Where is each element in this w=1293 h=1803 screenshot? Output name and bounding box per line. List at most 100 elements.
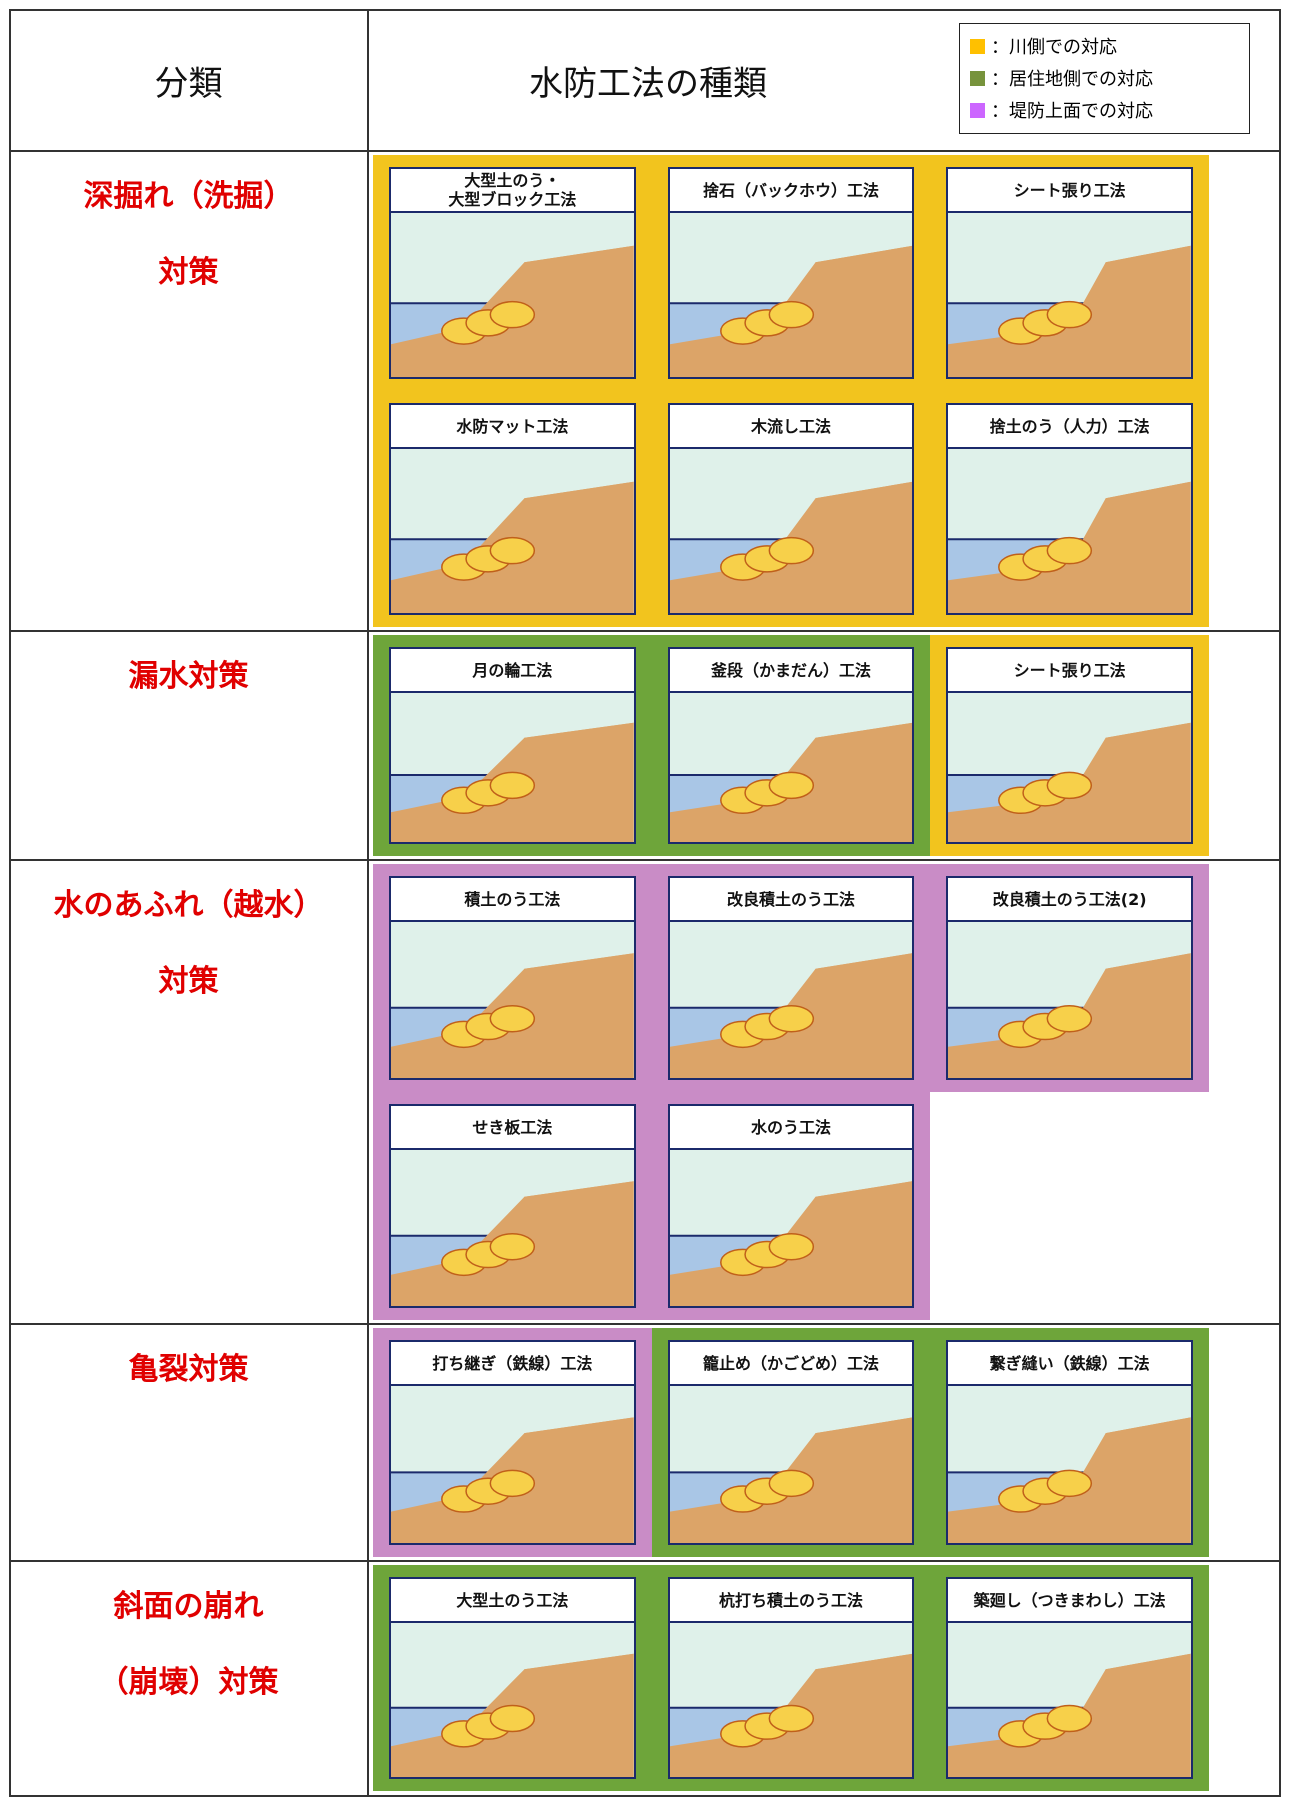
method-title-line: 杭打ち積土のう工法 bbox=[718, 1590, 863, 1610]
method-card: 改良積土のう工法(2) bbox=[946, 876, 1193, 1080]
method-title-line: 大型土のう・ bbox=[464, 171, 561, 190]
legend-swatch bbox=[970, 102, 985, 118]
method-cell: 築廻し（つきまわし）工法 bbox=[930, 1565, 1209, 1791]
border bbox=[367, 9, 369, 1797]
method-title: 釜段（かまだん）工法 bbox=[669, 649, 913, 693]
method-cell: 打ち継ぎ（鉄線）工法 bbox=[373, 1328, 652, 1557]
shape bbox=[768, 771, 814, 800]
shape bbox=[948, 1417, 1191, 1543]
shape bbox=[489, 1232, 536, 1261]
method-title: 水のう工法 bbox=[669, 1106, 913, 1150]
illustration bbox=[391, 693, 634, 842]
shape bbox=[489, 1704, 536, 1733]
method-cell: 改良積土のう工法 bbox=[651, 864, 931, 1092]
shape bbox=[1046, 300, 1093, 329]
method-cell: 月の輪工法 bbox=[373, 635, 652, 856]
legend-swatch bbox=[970, 38, 985, 54]
method-title-line: シート張り工法 bbox=[1013, 660, 1126, 680]
method-cell: 釜段（かまだん）工法 bbox=[651, 635, 931, 856]
border bbox=[9, 9, 11, 1797]
illustration bbox=[948, 1386, 1191, 1543]
method-title-line: 捨土のう（人力）工法 bbox=[989, 416, 1150, 436]
illustration bbox=[669, 1623, 913, 1777]
column-header: 分類 bbox=[154, 63, 223, 104]
shape bbox=[489, 536, 536, 565]
method-title-line: 改良積土のう工法(2) bbox=[992, 889, 1147, 909]
shape bbox=[1046, 771, 1093, 800]
category-label: 深掘れ（洗掘） bbox=[83, 179, 294, 214]
method-title-line: 積土のう工法 bbox=[464, 889, 561, 909]
method-card: 捨石（バックホウ）工法 bbox=[667, 167, 915, 379]
border bbox=[9, 1795, 1281, 1797]
method-title: 捨土のう（人力）工法 bbox=[948, 405, 1191, 449]
method-title-line: 水のう工法 bbox=[750, 1117, 831, 1137]
method-card: 月の輪工法 bbox=[389, 647, 636, 844]
column-header: 水防工法の種類 bbox=[529, 63, 767, 104]
shape bbox=[768, 300, 814, 329]
method-title-line: 月の輪工法 bbox=[472, 660, 553, 680]
illustration bbox=[948, 693, 1191, 842]
illustration bbox=[391, 1623, 634, 1777]
category-label: 対策 bbox=[158, 964, 219, 999]
method-title-line: 改良積土のう工法 bbox=[726, 889, 855, 909]
shape bbox=[948, 481, 1191, 613]
method-cell: 籠止め（かごどめ）工法 bbox=[651, 1328, 931, 1557]
method-title-line: 大型土のう工法 bbox=[456, 1590, 569, 1610]
border bbox=[9, 1560, 1281, 1562]
illustration bbox=[948, 1623, 1191, 1777]
method-title: 月の輪工法 bbox=[391, 649, 634, 693]
method-title: 籠止め（かごどめ）工法 bbox=[669, 1342, 913, 1386]
shape bbox=[768, 1004, 814, 1033]
method-card: 水防マット工法 bbox=[389, 403, 636, 615]
shape bbox=[1046, 536, 1093, 565]
method-cell: 積土のう工法 bbox=[373, 864, 652, 1092]
method-title: 繋ぎ縫い（鉄線）工法 bbox=[948, 1342, 1191, 1386]
illustration bbox=[948, 213, 1191, 377]
method-cell: シート張り工法 bbox=[930, 635, 1209, 856]
method-cell: 捨土のう（人力）工法 bbox=[930, 391, 1209, 627]
method-card: 大型土のう・ 大型ブロック工法 bbox=[389, 167, 636, 379]
method-title-line: 築廻し（つきまわし）工法 bbox=[973, 1590, 1166, 1610]
legend-swatch bbox=[970, 70, 985, 86]
method-cell: 改良積土のう工法(2) bbox=[930, 864, 1209, 1092]
shape bbox=[768, 1469, 814, 1498]
category-label: （崩壊）対策 bbox=[98, 1665, 279, 1700]
method-cell: せき板工法 bbox=[373, 1092, 652, 1320]
legend-label: ：川側での対応 bbox=[991, 37, 1117, 58]
method-title: 打ち継ぎ（鉄線）工法 bbox=[391, 1342, 634, 1386]
legend-item: ：居住地側での対応 bbox=[970, 62, 1239, 94]
shape bbox=[948, 1653, 1191, 1777]
method-card: せき板工法 bbox=[389, 1104, 636, 1308]
method-cell: 大型土のう工法 bbox=[373, 1565, 652, 1791]
category-label: 漏水対策 bbox=[128, 659, 249, 694]
illustration bbox=[669, 449, 913, 613]
illustration bbox=[391, 213, 634, 377]
method-title: シート張り工法 bbox=[948, 649, 1191, 693]
shape bbox=[489, 1469, 536, 1498]
shape bbox=[489, 771, 536, 800]
method-cell: シート張り工法 bbox=[930, 155, 1209, 391]
shape bbox=[489, 1004, 536, 1033]
shape bbox=[948, 722, 1191, 842]
category-label: 水のあふれ（越水） bbox=[53, 888, 324, 923]
method-card: 築廻し（つきまわし）工法 bbox=[946, 1577, 1193, 1779]
border bbox=[9, 150, 1281, 152]
illustration bbox=[391, 922, 634, 1078]
method-title: 大型土のう・ 大型ブロック工法 bbox=[391, 169, 634, 213]
shape bbox=[768, 1704, 814, 1733]
method-title-line: 木流し工法 bbox=[750, 416, 831, 436]
border bbox=[9, 1323, 1281, 1325]
method-title: 築廻し（つきまわし）工法 bbox=[948, 1579, 1191, 1623]
shape bbox=[768, 536, 814, 565]
method-cell: 水のう工法 bbox=[651, 1092, 931, 1320]
method-title: 木流し工法 bbox=[669, 405, 913, 449]
method-cell: 大型土のう・ 大型ブロック工法 bbox=[373, 155, 652, 391]
method-title-line: 大型ブロック工法 bbox=[448, 190, 577, 209]
legend-label: ：居住地側での対応 bbox=[991, 69, 1153, 90]
shape bbox=[948, 245, 1191, 377]
method-card: シート張り工法 bbox=[946, 647, 1193, 844]
method-card: 籠止め（かごどめ）工法 bbox=[667, 1340, 915, 1545]
method-card: 釜段（かまだん）工法 bbox=[667, 647, 915, 844]
method-card: 打ち継ぎ（鉄線）工法 bbox=[389, 1340, 636, 1545]
method-card: 木流し工法 bbox=[667, 403, 915, 615]
